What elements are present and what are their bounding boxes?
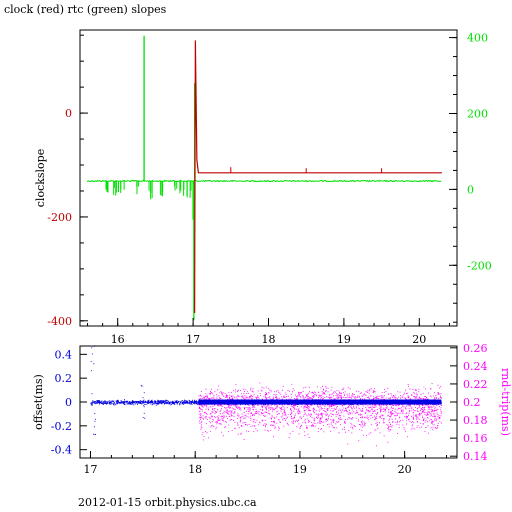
top-y-axis-label: clockslope xyxy=(34,149,47,207)
top-x-tick-label: 17 xyxy=(186,333,200,346)
bottom-x-tick-label: 20 xyxy=(398,463,412,476)
bottom-x-tick-label: 17 xyxy=(83,463,97,476)
bottom-x-tick-label: 18 xyxy=(188,463,202,476)
blue-offset-band xyxy=(198,399,442,405)
footer-host-label: 2012-01-15 orbit.physics.ubc.ca xyxy=(78,496,257,509)
top-plot-frame xyxy=(79,29,458,327)
bottom-y-right-tick-label: 0.24 xyxy=(463,360,488,373)
top-series-layer xyxy=(87,35,442,321)
bottom-plot: 17 18 19 20 0.4 0.2 0 -0.2 -0.4 0.26 0.24 0.22 0.2 0.… xyxy=(32,342,512,476)
top-y-left-tick-label: -400 xyxy=(47,315,72,328)
bottom-y-right-tick-label: 0.2 xyxy=(463,396,481,409)
bottom-y-left-tick-label: 0 xyxy=(65,396,72,409)
top-x-tick-label: 16 xyxy=(111,333,125,346)
top-x-tick-label: 18 xyxy=(262,333,276,346)
top-x-tick-label: 19 xyxy=(337,333,351,346)
red-clock-slope-line xyxy=(194,40,442,314)
top-y-right-tick-label: 0 xyxy=(467,183,474,196)
bottom-x-tick-label: 19 xyxy=(293,463,307,476)
bottom-ticks-layer: 17 18 19 20 0.4 0.2 0 -0.2 -0.4 0.26 0.24 0.22 0.2 0.… xyxy=(51,342,488,476)
chart-title: clock (red) rtc (green) slopes xyxy=(4,3,167,16)
top-y-right-tick-label: 200 xyxy=(467,107,488,120)
top-x-tick-label: 20 xyxy=(412,333,426,346)
top-y-right-tick-label: -200 xyxy=(467,259,492,272)
top-y-right-tick-label: 400 xyxy=(467,32,488,45)
blue-offset-points xyxy=(90,346,442,435)
bottom-y-right-tick-label: 0.18 xyxy=(463,414,488,427)
bottom-series-layer xyxy=(90,346,443,447)
magenta-roundtrip-points xyxy=(198,382,443,447)
bottom-y-left-tick-label: -0.4 xyxy=(51,444,72,457)
bottom-y-right-tick-label: 0.26 xyxy=(463,342,488,355)
bottom-y-left-tick-label: 0.2 xyxy=(55,372,73,385)
top-y-left-tick-label: -200 xyxy=(47,211,72,224)
bottom-y-left-tick-label: -0.2 xyxy=(51,420,72,433)
bottom-y-right-tick-label: 0.16 xyxy=(463,432,488,445)
bottom-y-left-tick-label: 0.4 xyxy=(55,348,73,361)
bottom-y-axis-label: offset(ms) xyxy=(32,374,45,430)
bottom-y-right-tick-label: 0.14 xyxy=(463,450,488,463)
green-rtc-slope-line xyxy=(87,179,442,183)
bottom-y-right-tick-label: 0.22 xyxy=(463,378,488,391)
top-y-left-tick-label: 0 xyxy=(65,107,72,120)
bottom-y2-axis-label: rnd-trip(ms) xyxy=(499,368,512,436)
